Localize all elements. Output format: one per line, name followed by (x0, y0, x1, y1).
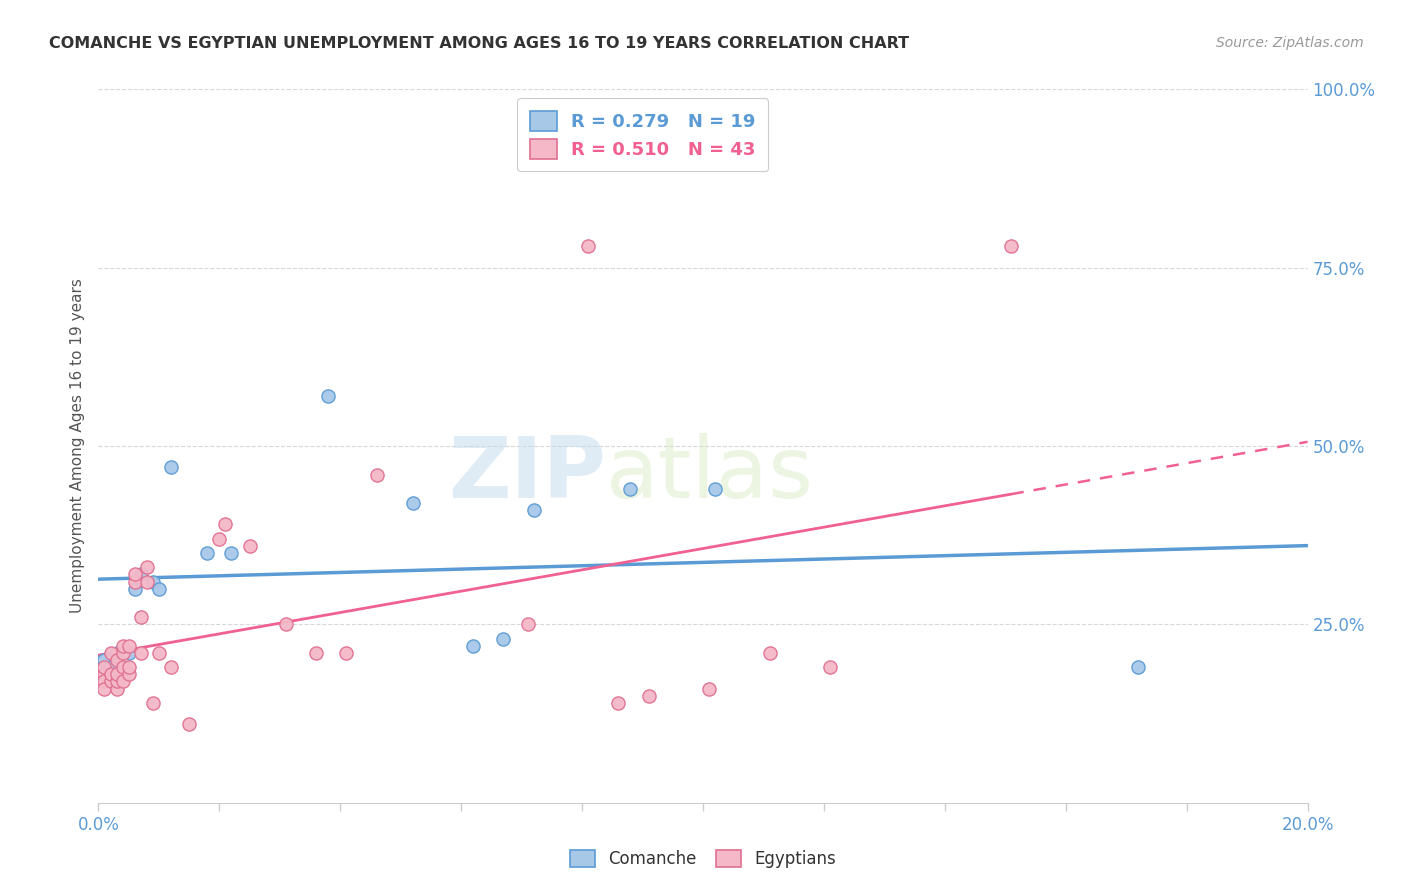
Point (492, 632, 515, 646)
Point (637, 689, 659, 703)
Point (221, 546, 243, 560)
Point (142, 696, 165, 710)
Point (105, 667, 128, 681)
Point (93, 653, 115, 667)
Point (148, 646, 170, 660)
Point (366, 467, 388, 482)
Legend: Comanche, Egyptians: Comanche, Egyptians (562, 843, 844, 875)
Point (576, 239, 599, 253)
Point (105, 681, 128, 696)
Text: COMANCHE VS EGYPTIAN UNEMPLOYMENT AMONG AGES 16 TO 19 YEARS CORRELATION CHART: COMANCHE VS EGYPTIAN UNEMPLOYMENT AMONG … (49, 36, 910, 51)
Point (305, 646, 328, 660)
Point (118, 660, 141, 674)
Point (111, 674, 134, 689)
Point (129, 610, 152, 624)
Point (93, 681, 115, 696)
Point (195, 546, 218, 560)
Point (274, 617, 297, 632)
Point (148, 582, 170, 596)
Point (214, 517, 236, 532)
Point (142, 574, 165, 589)
Point (335, 646, 357, 660)
Point (129, 646, 152, 660)
Point (239, 539, 262, 553)
Point (135, 560, 157, 574)
Point (105, 646, 128, 660)
Point (1000, 239, 1022, 253)
Point (100, 660, 122, 674)
Point (463, 639, 485, 653)
Y-axis label: Unemployment Among Ages 16 to 19 years: Unemployment Among Ages 16 to 19 years (69, 278, 84, 614)
Point (118, 639, 141, 653)
Point (135, 574, 157, 589)
Point (697, 681, 720, 696)
Point (818, 660, 841, 674)
Text: Source: ZipAtlas.com: Source: ZipAtlas.com (1216, 36, 1364, 50)
Point (402, 496, 425, 510)
Text: ZIP: ZIP (449, 433, 606, 516)
Text: atlas: atlas (606, 433, 814, 516)
Point (704, 482, 727, 496)
Point (1128, 660, 1150, 674)
Point (124, 582, 146, 596)
Point (105, 674, 128, 689)
Legend: R = 0.279   N = 19, R = 0.510   N = 43: R = 0.279 N = 19, R = 0.510 N = 43 (517, 98, 768, 171)
Point (160, 660, 183, 674)
Point (619, 482, 641, 496)
Point (179, 717, 201, 731)
Point (105, 653, 128, 667)
Point (160, 460, 183, 475)
Point (758, 646, 780, 660)
Point (516, 617, 538, 632)
Point (118, 667, 141, 681)
Point (607, 696, 630, 710)
Point (100, 674, 122, 689)
Point (93, 667, 115, 681)
Point (111, 639, 134, 653)
Point (124, 574, 146, 589)
Point (208, 532, 231, 546)
Point (118, 646, 141, 660)
Point (100, 646, 122, 660)
Point (111, 660, 134, 674)
Point (124, 567, 146, 582)
Point (129, 567, 152, 582)
Point (523, 503, 546, 517)
Point (100, 667, 122, 681)
Point (316, 389, 339, 403)
Point (111, 646, 134, 660)
Point (93, 660, 115, 674)
Point (93, 674, 115, 689)
